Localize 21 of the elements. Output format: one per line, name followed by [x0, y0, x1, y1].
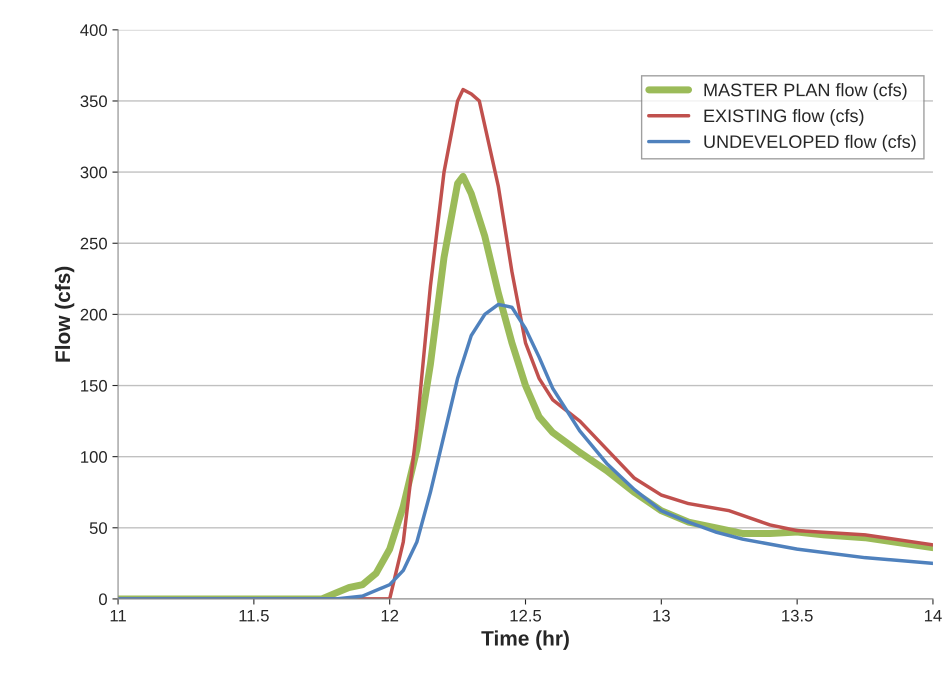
x-tick-label: 12	[382, 610, 398, 622]
y-tick-label: 150	[81, 380, 107, 392]
legend-label: EXISTING flow (cfs)	[704, 108, 864, 126]
x-tick-label: 12.5	[510, 610, 542, 622]
y-tick-label: 0	[99, 593, 107, 606]
y-tick-label: 250	[80, 238, 107, 250]
x-axis-title: Time (hr)	[481, 630, 569, 650]
y-tick-label: 200	[80, 308, 107, 321]
y-tick-label: 100	[81, 451, 107, 463]
y-tick-label: 400	[80, 24, 107, 36]
x-tick-label: 11	[110, 610, 126, 622]
x-tick-label: 11.5	[240, 610, 269, 622]
y-tick-label: 300	[80, 166, 107, 178]
y-tick-label: 350	[80, 95, 107, 108]
y-axis-title: Flow (cfs)	[54, 266, 74, 362]
legend-label: MASTER PLAN flow (cfs)	[704, 83, 907, 100]
legend-label: UNDEVELOPED flow (cfs)	[704, 134, 916, 152]
x-tick-label: 14	[924, 610, 942, 622]
x-tick-label: 13	[653, 610, 670, 622]
y-tick-label: 50	[90, 522, 107, 534]
x-tick-label: 13.5	[782, 610, 813, 622]
